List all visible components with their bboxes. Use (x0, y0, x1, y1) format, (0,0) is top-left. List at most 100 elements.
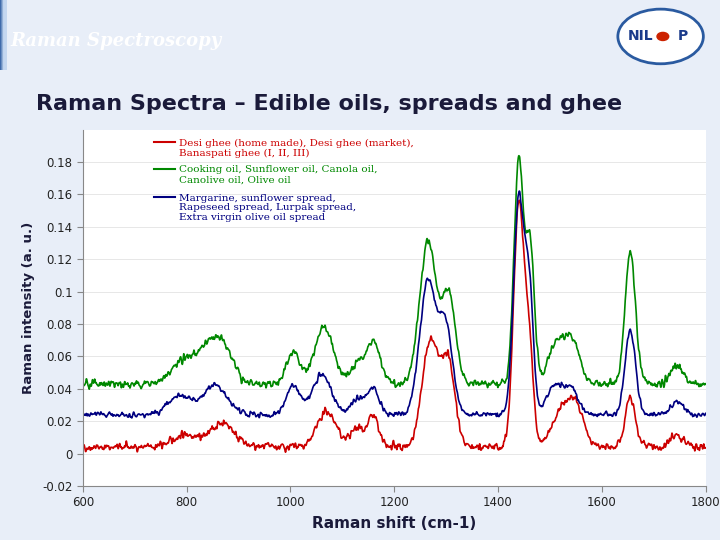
Bar (2, 0, 6, 70)
Bar (1, 0, 4, 70)
Bar (1, 0, 5, 70)
Bar (2, 0, 6, 70)
Bar (3, 0, 6, 70)
Bar (0, 0, 4, 70)
Bar (1, 0, 5, 70)
Text: Cooking oil, Sunflower oil, Canola oil,: Cooking oil, Sunflower oil, Canola oil, (179, 165, 378, 174)
Bar (1, 0, 4, 70)
Bar (1, 0, 4, 70)
Text: Rapeseed spread, Lurpak spread,: Rapeseed spread, Lurpak spread, (179, 204, 356, 212)
Bar (0, 0, 4, 70)
Text: P: P (678, 30, 688, 43)
Bar (2, 0, 6, 70)
Bar (4, 0, 7, 70)
Bar (3, 0, 6, 70)
Bar (4, 0, 7, 70)
Bar (1, 0, 5, 70)
Bar (2, 0, 6, 70)
Bar (1, 0, 5, 70)
Bar (4, 0, 7, 70)
Bar (1, 0, 5, 70)
Bar (1, 0, 5, 70)
Bar (1, 0, 4, 70)
Bar (3, 0, 6, 70)
Bar (3, 0, 6, 70)
Bar (1, 0, 5, 70)
Bar (1, 0, 4, 70)
Bar (1, 0, 4, 70)
Bar (3, 0, 6, 70)
Bar (2, 0, 6, 70)
Bar (0, 0, 4, 70)
Bar (1, 0, 5, 70)
Text: Raman Spectra – Edible oils, spreads and ghee: Raman Spectra – Edible oils, spreads and… (36, 94, 622, 114)
Bar (3, 0, 6, 70)
Text: Desi ghee (home made), Desi ghee (market),: Desi ghee (home made), Desi ghee (market… (179, 139, 414, 147)
Bar (3, 0, 6, 70)
Bar (1, 0, 4, 70)
Ellipse shape (618, 9, 703, 64)
Bar (3, 0, 6, 70)
Bar (2, 0, 6, 70)
Bar (4, 0, 7, 70)
Bar (1, 0, 5, 70)
Bar (3, 0, 6, 70)
Bar (3, 0, 6, 70)
Bar (1, 0, 4, 70)
Bar (3, 0, 6, 70)
Bar (3, 0, 6, 70)
Bar (3, 0, 6, 70)
Bar (0, 0, 4, 70)
Bar (1, 0, 4, 70)
Bar (2, 0, 6, 70)
Bar (2, 0, 6, 70)
Bar (1, 0, 4, 70)
Bar (3, 0, 6, 70)
Bar (1, 0, 4, 70)
Bar (1, 0, 5, 70)
Bar (1, 0, 4, 70)
Bar (0, 0, 4, 70)
Bar (2, 0, 6, 70)
Bar (4, 0, 7, 70)
Bar (2, 0, 6, 70)
Text: Margarine, sunflower spread,: Margarine, sunflower spread, (179, 194, 336, 202)
Bar (1, 0, 5, 70)
Bar (1, 0, 5, 70)
Bar (3, 0, 6, 70)
Bar (2, 0, 6, 70)
Bar (4, 0, 7, 70)
Bar (1, 0, 5, 70)
Bar (0, 0, 4, 70)
Bar (0, 0, 4, 70)
Bar (3, 0, 6, 70)
Bar (3, 0, 6, 70)
Bar (3, 0, 6, 70)
Bar (3, 0, 6, 70)
Bar (1, 0, 6, 70)
Text: NIL: NIL (628, 30, 654, 43)
Bar (1, 0, 5, 70)
Bar (3, 0, 6, 70)
Bar (1, 0, 5, 70)
Bar (3, 0, 6, 70)
Bar (3, 0, 6, 70)
Bar (4, 0, 7, 70)
Bar (1, 0, 5, 70)
Bar (0, 0, 4, 70)
Bar (1, 0, 5, 70)
Bar (0, 0, 4, 70)
Text: Extra virgin olive oil spread: Extra virgin olive oil spread (179, 213, 325, 222)
Bar (2, 0, 6, 70)
Bar (2, 0, 6, 70)
Bar (2, 0, 6, 70)
Bar (1, 0, 5, 70)
Bar (1, 0, 5, 70)
Bar (1, 0, 4, 70)
Bar (1, 0, 5, 70)
Bar (1, 0, 5, 70)
Bar (1, 0, 5, 70)
Bar (1, 0, 5, 70)
Bar (2, 0, 6, 70)
Bar (1, 0, 4, 70)
